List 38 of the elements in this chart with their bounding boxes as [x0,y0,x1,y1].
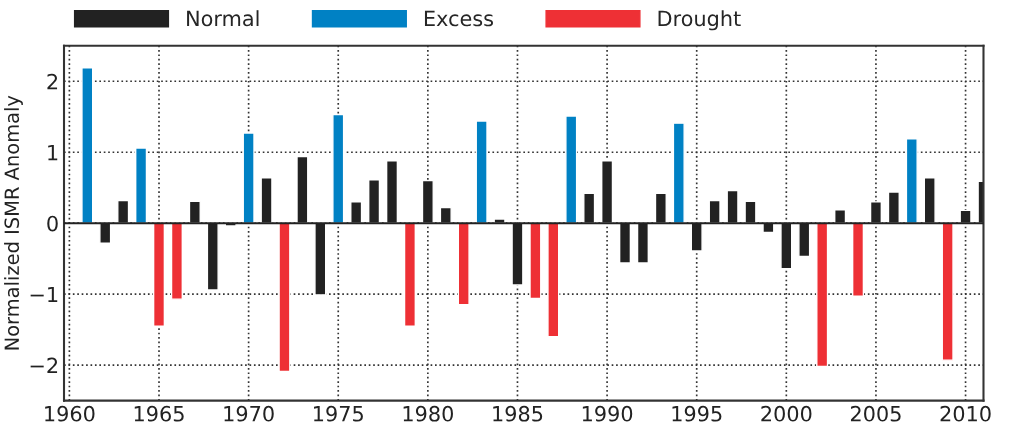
bar [816,222,829,368]
x-tick-label: 2010 [940,405,991,422]
legend-label: Drought [658,10,741,31]
bar [529,222,542,300]
bar [457,222,470,306]
bar [278,222,291,373]
bar [475,120,488,224]
y-tick-label: −1 [30,286,58,303]
y-tick-label: 1 [48,144,58,161]
y-axis-title: Normalized ISMR Anomaly [4,95,23,350]
legend-label: Normal [187,10,259,27]
bar [135,147,148,224]
x-tick-label: 1960 [45,405,95,422]
bar [81,67,94,224]
x-tick-label: 1975 [314,405,363,422]
x-tick-label: 1995 [672,405,722,422]
bar [242,132,255,224]
x-tick-label: 2000 [761,405,812,422]
x-tick-label: 2005 [850,405,901,422]
bar [851,222,865,297]
bar [332,113,345,224]
bar [152,222,166,327]
legend-label: Excess [424,10,494,27]
x-tick-label: 1990 [582,405,633,422]
bar [905,138,918,224]
bar [547,222,560,338]
y-tick-label: −2 [30,357,58,374]
y-tick-label: 2 [47,73,58,90]
bar [565,115,578,224]
x-tick-label: 1970 [224,405,274,422]
bar [170,222,183,300]
x-tick-label: 1980 [403,405,453,422]
bar [403,222,417,327]
x-tick-label: 1985 [493,405,543,422]
bar [941,222,954,361]
bar [672,122,685,224]
x-tick-label: 1965 [134,405,184,422]
y-tick-label: 0 [47,215,58,232]
